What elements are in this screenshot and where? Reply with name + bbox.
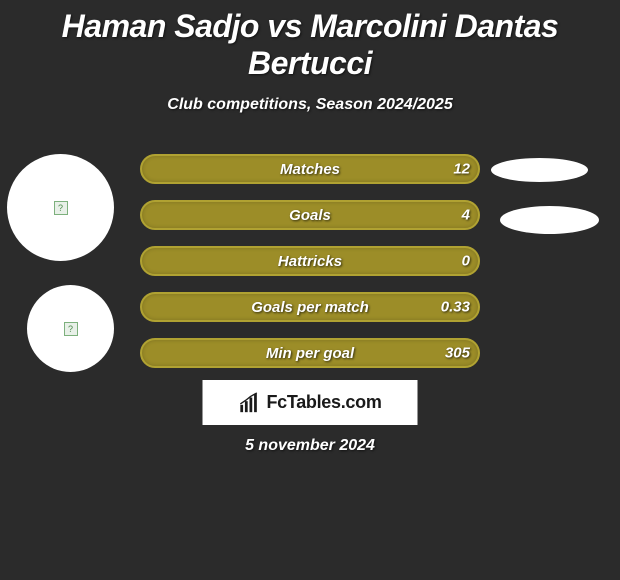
bar-chart-icon [238,392,260,414]
brand-box: FcTables.com [203,380,418,425]
stat-row: Min per goal 305 [140,338,480,368]
stat-row: Goals per match 0.33 [140,292,480,322]
stat-row: Matches 12 [140,154,480,184]
player1-avatar: ? [7,154,114,261]
page-title: Haman Sadjo vs Marcolini Dantas Bertucci [0,0,620,82]
broken-image-icon: ? [54,201,68,215]
date-text: 5 november 2024 [245,437,375,455]
page-subtitle: Club competitions, Season 2024/2025 [0,82,620,132]
stat-value: 0 [462,253,470,270]
stat-label: Goals per match [251,299,369,316]
stat-row: Hattricks 0 [140,246,480,276]
stat-label: Matches [280,161,340,178]
stat-row: Goals 4 [140,200,480,230]
stat-label: Goals [289,207,331,224]
stat-value: 305 [445,345,470,362]
right-badge-1 [491,158,588,182]
stat-value: 12 [453,161,470,178]
stat-label: Min per goal [266,345,354,362]
broken-image-icon: ? [64,322,78,336]
stat-value: 4 [462,207,470,224]
player2-avatar: ? [27,285,114,372]
brand-text: FcTables.com [266,392,381,413]
comparison-panel: ? ? Matches 12 Goals 4 Hattricks 0 Goals… [0,132,620,472]
stat-value: 0.33 [441,299,470,316]
right-badge-2 [500,206,599,234]
stat-label: Hattricks [278,253,342,270]
stat-bars: Matches 12 Goals 4 Hattricks 0 Goals per… [140,154,480,384]
